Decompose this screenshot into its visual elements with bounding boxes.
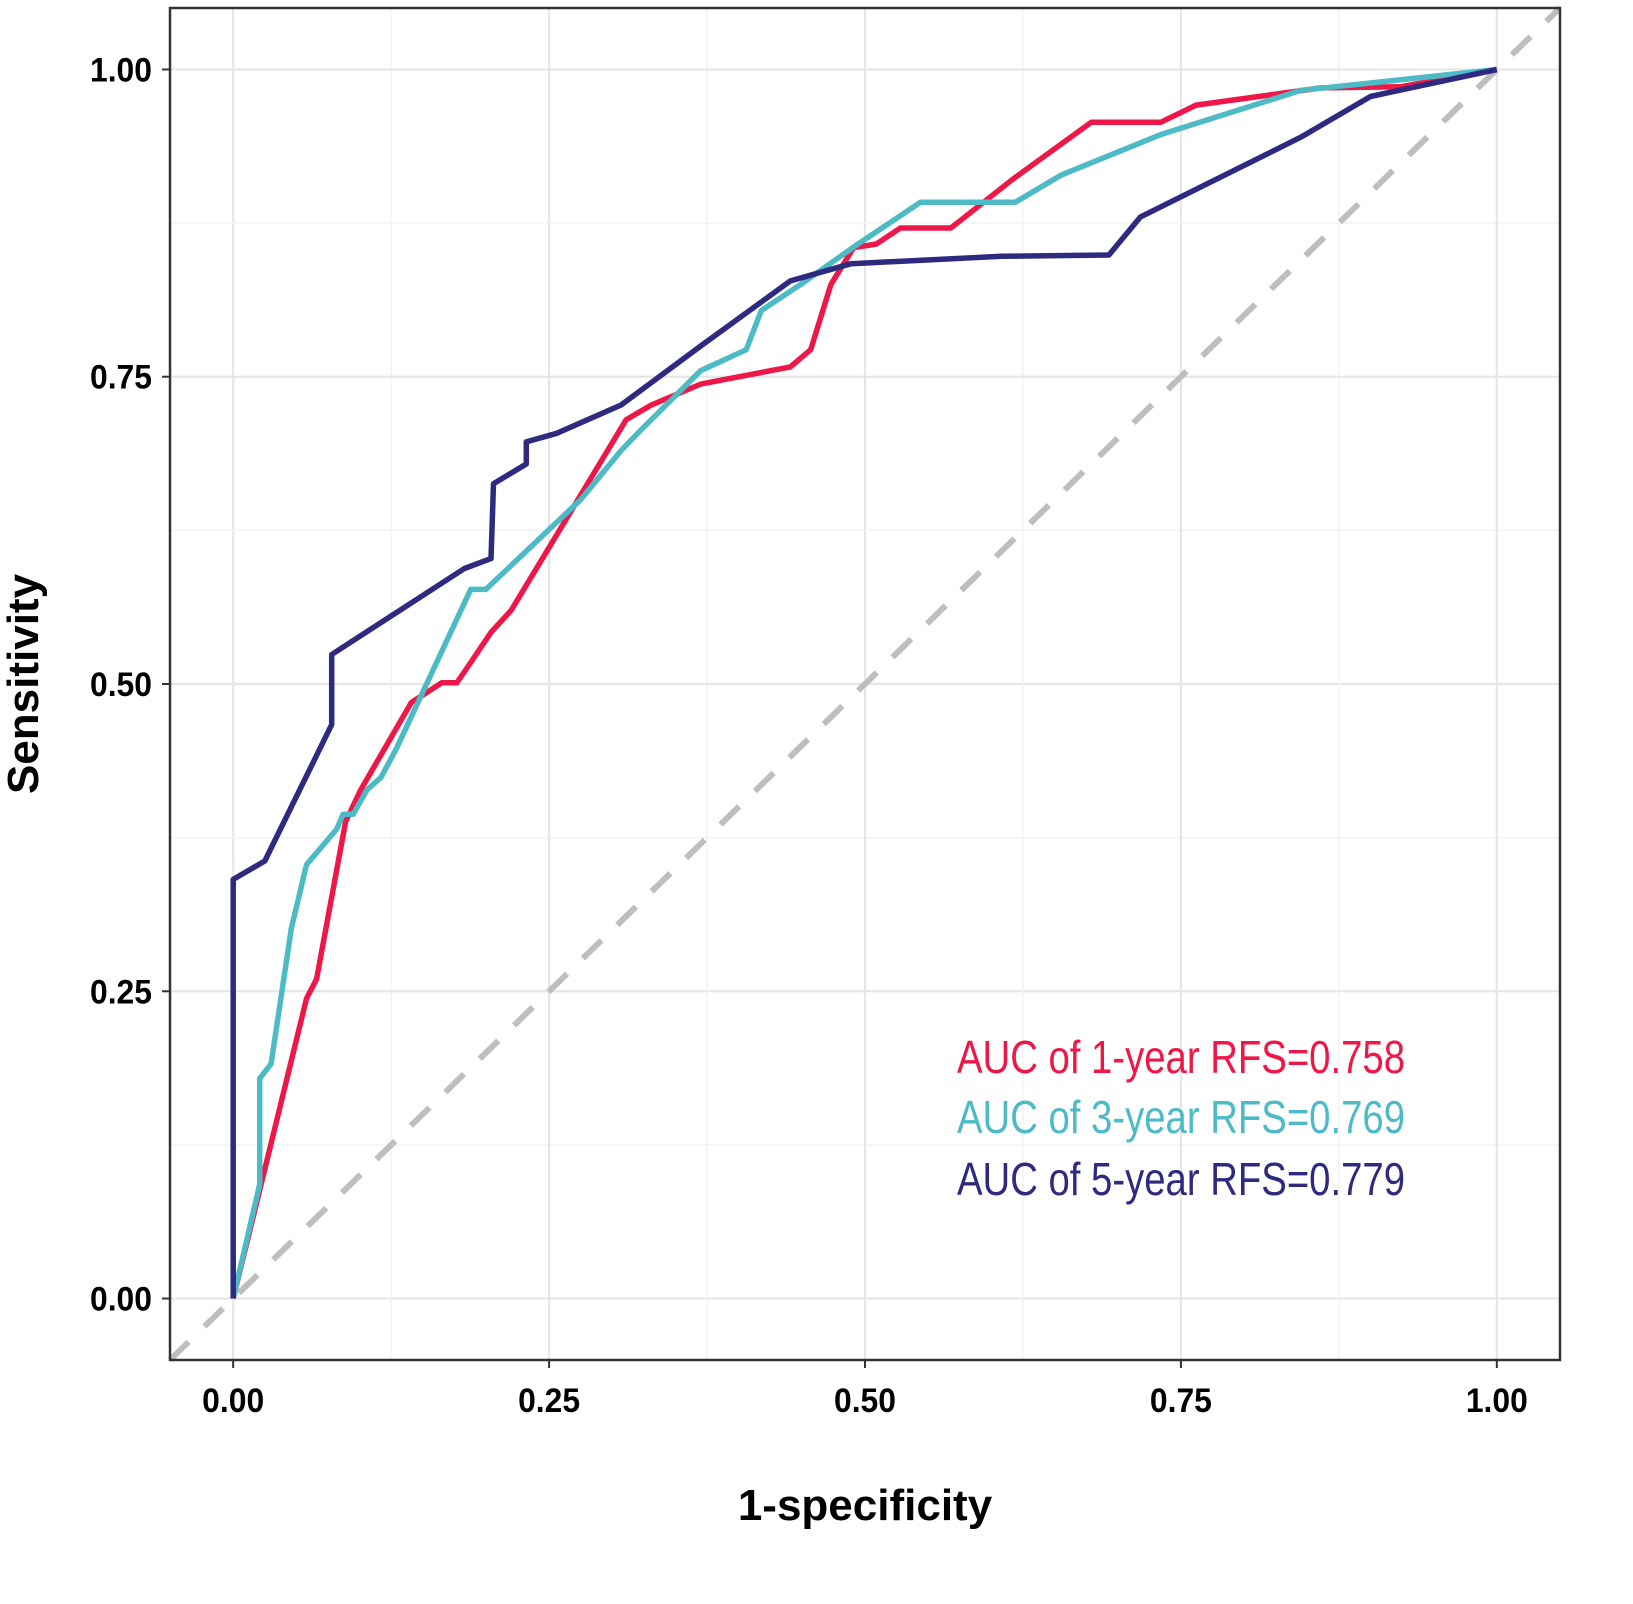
- legend: AUC of 1-year RFS=0.758 AUC of 3-year RFS…: [957, 1031, 1405, 1205]
- x-tick-label: 0.25: [518, 1382, 580, 1420]
- y-tick-label: 0.75: [90, 359, 152, 397]
- diagonal-reference-line: [167, 5, 1563, 1363]
- grid: [170, 8, 1560, 1360]
- legend-entry-1: AUC of 1-year RFS=0.758: [957, 1031, 1405, 1083]
- x-tick-label: 0.50: [834, 1382, 896, 1420]
- roc-line-series-1: [230, 66, 1498, 1300]
- roc-line-series-3: [230, 66, 1498, 1299]
- legend-entry-3: AUC of 5-year RFS=0.779: [957, 1153, 1405, 1205]
- y-tick-label: 0.50: [90, 666, 152, 704]
- roc-line-series-2: [230, 66, 1498, 1300]
- legend-entry-2: AUC of 3-year RFS=0.769: [957, 1091, 1405, 1143]
- x-tick-label: 0.00: [202, 1382, 264, 1420]
- x-tick-label: 1.00: [1466, 1382, 1528, 1420]
- y-tick-label: 1.00: [90, 51, 152, 89]
- y-tick-label: 0.25: [90, 973, 152, 1011]
- reference-line: [167, 5, 1563, 1363]
- y-axis: 0.00 0.25 0.50 0.75 1.00: [90, 51, 170, 1319]
- x-axis: 0.00 0.25 0.50 0.75 1.00: [202, 1360, 1528, 1420]
- y-tick-label: 0.00: [90, 1281, 152, 1319]
- x-axis-title: 1-specificity: [738, 1481, 993, 1530]
- x-tick-label: 0.75: [1150, 1382, 1212, 1420]
- series-lines: [230, 66, 1498, 1300]
- y-axis-title: Sensitivity: [0, 573, 48, 794]
